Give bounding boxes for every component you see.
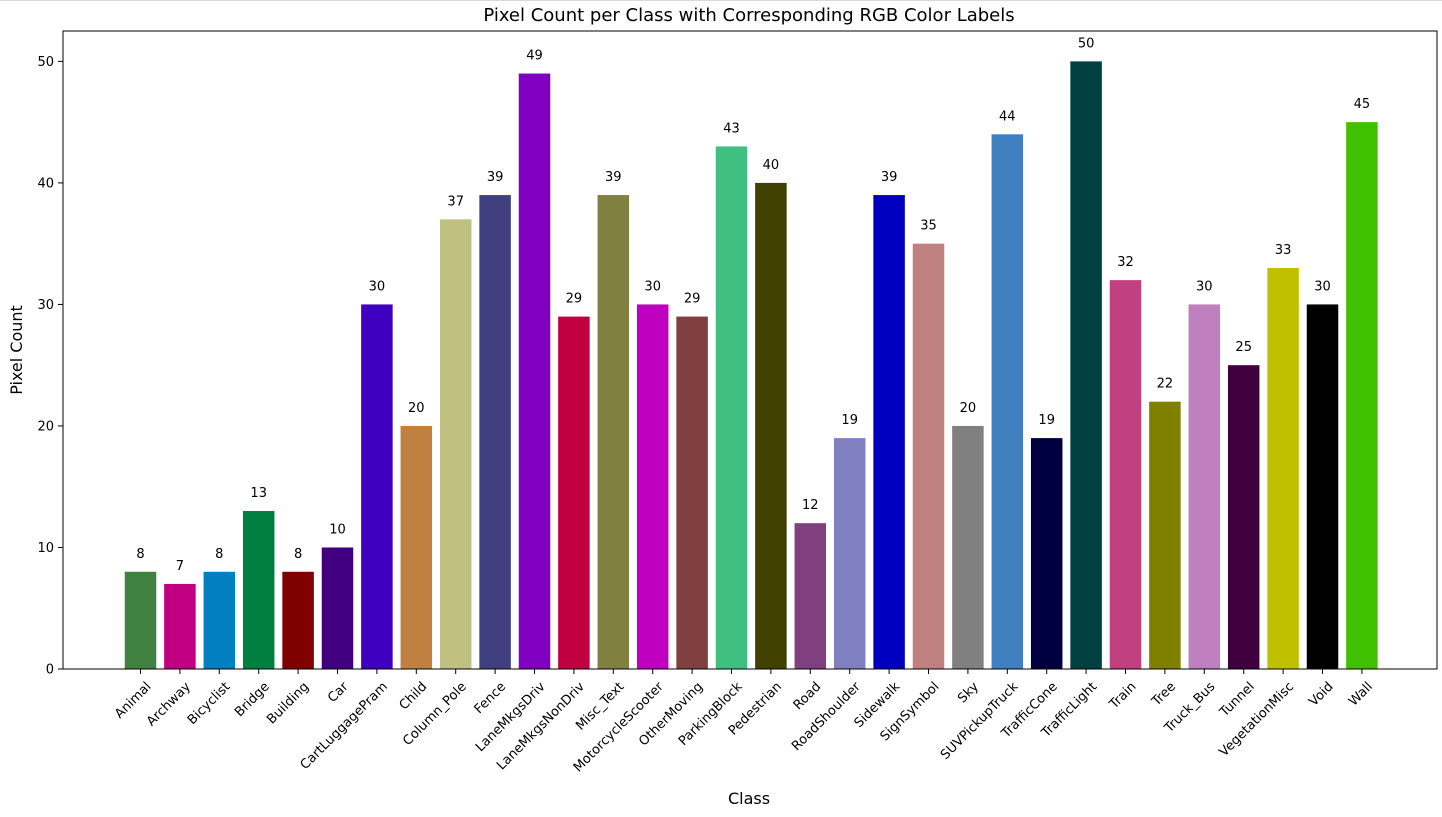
y-tick-label-10: 10 <box>37 541 54 556</box>
bar-trafficcone <box>1030 438 1063 669</box>
bar-building <box>282 571 314 669</box>
value-label-vegetationmisc: 33 <box>1275 243 1292 258</box>
value-label-train: 32 <box>1117 255 1134 270</box>
value-label-void: 30 <box>1314 279 1331 294</box>
x-tick-label-vegetationmisc: VegetationMisc <box>1217 679 1298 760</box>
bar-suvpickuptruck <box>991 134 1024 670</box>
value-label-bridge: 13 <box>250 486 267 501</box>
value-label-motorcyclescooter: 30 <box>644 279 661 294</box>
value-label-signsymbol: 35 <box>920 219 937 234</box>
value-label-pedestrian: 40 <box>763 158 780 173</box>
bar-column-pole <box>439 219 472 670</box>
y-tick-label-20: 20 <box>37 419 54 434</box>
y-axis-label: Pixel Count <box>7 305 26 395</box>
bar-wall <box>1346 122 1378 669</box>
x-tick-label-void: Void <box>1306 679 1336 709</box>
bar-truck-bus <box>1188 304 1221 669</box>
bar-signsymbol <box>912 243 945 670</box>
value-label-parkingblock: 43 <box>723 121 740 136</box>
value-label-tunnel: 25 <box>1235 340 1252 355</box>
value-label-sidewalk: 39 <box>881 170 898 185</box>
value-label-othermoving: 29 <box>684 292 701 307</box>
value-label-trafficlight: 50 <box>1078 36 1095 51</box>
y-tick-label-40: 40 <box>37 176 54 191</box>
bar-archway <box>164 583 196 669</box>
bar-motorcyclescooter <box>636 304 669 669</box>
x-tick-label-lanemkgsdriv: LaneMkgsDriv <box>473 679 549 755</box>
bar-bicyclist <box>203 571 236 669</box>
value-label-roadshoulder: 19 <box>841 413 858 428</box>
value-label-trafficcone: 19 <box>1038 413 1055 428</box>
bar-sidewalk <box>873 195 905 669</box>
y-tick-label-0: 0 <box>46 663 54 678</box>
bar-train <box>1109 280 1142 669</box>
value-label-car: 10 <box>329 522 346 537</box>
x-tick-label-archway: Archway <box>144 679 194 729</box>
value-label-wall: 45 <box>1354 97 1371 112</box>
x-tick-label-wall: Wall <box>1346 679 1376 709</box>
bar-tree <box>1149 401 1181 669</box>
bar-fence <box>479 195 511 669</box>
value-label-fence: 39 <box>487 170 504 185</box>
bar-cartluggagepram <box>361 304 393 669</box>
y-tick-label-50: 50 <box>37 55 54 70</box>
bar-lanemkgsnondriv <box>558 316 590 669</box>
bar-vegetationmisc <box>1267 267 1299 669</box>
x-tick-label-fence: Fence <box>472 679 510 717</box>
value-label-archway: 7 <box>176 559 184 574</box>
bar-trafficlight <box>1070 61 1102 669</box>
value-label-tree: 22 <box>1157 377 1174 392</box>
value-label-lanemkgsnondriv: 29 <box>566 292 583 307</box>
bar-child <box>400 425 433 669</box>
bar-void <box>1306 304 1339 669</box>
bar-lanemkgsdriv <box>518 73 551 669</box>
bars-group <box>124 61 1378 670</box>
chart-title: Pixel Count per Class with Corresponding… <box>483 5 1014 26</box>
value-label-misc-text: 39 <box>605 170 622 185</box>
bar-misc-text <box>597 195 630 669</box>
value-label-road: 12 <box>802 498 819 513</box>
bar-pedestrian <box>755 182 787 669</box>
y-tick-label-30: 30 <box>37 298 54 313</box>
bar-othermoving <box>676 316 708 669</box>
bar-sky <box>952 425 984 669</box>
value-label-bicyclist: 8 <box>215 547 223 562</box>
window-top-border <box>0 0 1442 1</box>
bar-bridge <box>242 511 275 669</box>
x-tick-label-sky: Sky <box>955 679 982 706</box>
value-label-sky: 20 <box>960 401 977 416</box>
x-axis-label: Class <box>728 789 770 808</box>
bar-roadshoulder <box>833 438 866 669</box>
bar-tunnel <box>1227 365 1260 669</box>
value-label-truck-bus: 30 <box>1196 279 1213 294</box>
value-label-animal: 8 <box>136 547 144 562</box>
value-label-suvpickuptruck: 44 <box>999 109 1016 124</box>
y-axis-ticks: 0 10 20 30 40 50 <box>37 55 63 678</box>
value-label-lanemkgsdriv: 49 <box>526 49 543 64</box>
bar-road <box>794 523 827 669</box>
bar-parkingblock <box>715 146 748 669</box>
x-tick-label-tree: Tree <box>1148 679 1178 709</box>
x-tick-label-child: Child <box>397 679 431 713</box>
x-tick-label-car: Car <box>325 679 352 706</box>
value-label-cartluggagepram: 30 <box>369 279 386 294</box>
x-tick-label-train: Train <box>1106 679 1139 712</box>
plot-frame <box>62 30 1438 670</box>
value-label-child: 20 <box>408 401 425 416</box>
x-tick-label-road: Road <box>791 679 825 713</box>
bar-car <box>321 547 354 669</box>
x-tick-label-roadshoulder: RoadShoulder <box>789 679 864 754</box>
value-label-building: 8 <box>294 547 302 562</box>
value-labels-group: 8 7 8 13 8 10 30 20 37 39 49 29 39 30 29 43 40 12 19 39 35 20… <box>136 36 1370 574</box>
x-tick-label-building: Building <box>264 679 312 727</box>
x-tick-label-bicyclist: Bicyclist <box>185 679 234 728</box>
value-label-column-pole: 37 <box>447 194 464 209</box>
bar-animal <box>124 571 157 669</box>
